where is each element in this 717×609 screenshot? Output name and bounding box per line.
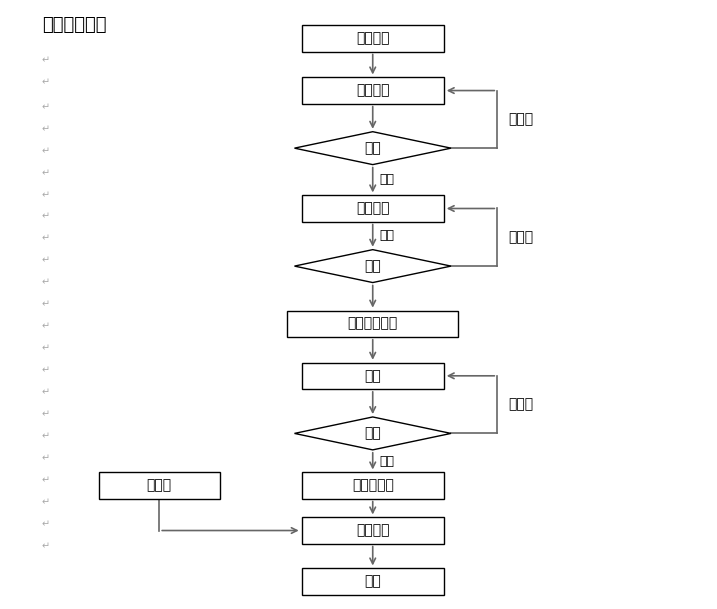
Text: 合格: 合格	[380, 174, 395, 186]
Text: 检查井: 检查井	[147, 479, 172, 493]
Text: 检验: 检验	[364, 141, 381, 155]
Text: ↵: ↵	[42, 168, 50, 178]
Text: 合格: 合格	[380, 229, 395, 242]
Text: 安管: 安管	[364, 369, 381, 383]
Text: 垫层施工: 垫层施工	[356, 202, 389, 216]
Text: ↵: ↵	[42, 124, 50, 134]
Text: ↵: ↵	[42, 190, 50, 200]
Text: 不合格: 不合格	[508, 398, 533, 412]
Text: 合格: 合格	[380, 455, 395, 468]
Text: ↵: ↵	[42, 146, 50, 156]
Text: ↵: ↵	[42, 453, 50, 463]
Text: ↵: ↵	[42, 431, 50, 441]
Text: 检验: 检验	[364, 426, 381, 440]
Text: ↵: ↵	[42, 475, 50, 485]
Bar	[302, 25, 444, 52]
Text: ↵: ↵	[42, 300, 50, 309]
Text: ↵: ↵	[42, 322, 50, 331]
Text: 一、工艺流程: 一、工艺流程	[42, 16, 106, 35]
Bar	[302, 568, 444, 595]
Text: 施工准备: 施工准备	[356, 32, 389, 46]
Polygon shape	[295, 417, 451, 450]
Text: ↵: ↵	[42, 234, 50, 244]
Bar	[302, 518, 444, 544]
Text: 不合格: 不合格	[508, 112, 533, 126]
Text: ↵: ↵	[42, 519, 50, 529]
Text: 护管混凝土: 护管混凝土	[352, 479, 394, 493]
Bar	[99, 473, 220, 499]
Bar	[302, 77, 444, 104]
Text: 回填: 回填	[364, 574, 381, 588]
Text: ↵: ↵	[42, 343, 50, 353]
Text: ↵: ↵	[42, 278, 50, 287]
Text: ↵: ↵	[42, 102, 50, 112]
Polygon shape	[295, 132, 451, 164]
Text: 检验: 检验	[364, 259, 381, 273]
Bar	[302, 362, 444, 389]
Text: ↵: ↵	[42, 365, 50, 375]
Polygon shape	[295, 250, 451, 283]
Text: ↵: ↵	[42, 77, 50, 87]
Text: 沟槽开挖: 沟槽开挖	[356, 83, 389, 97]
Bar	[302, 195, 444, 222]
Text: ↵: ↵	[42, 409, 50, 419]
Text: ↵: ↵	[42, 387, 50, 397]
Text: ↵: ↵	[42, 55, 50, 65]
Text: ↵: ↵	[42, 497, 50, 507]
Text: 不合格: 不合格	[508, 230, 533, 244]
Text: ↵: ↵	[42, 212, 50, 222]
Text: ↵: ↵	[42, 541, 50, 551]
Text: 管道平基施工: 管道平基施工	[348, 317, 398, 331]
Text: ↵: ↵	[42, 256, 50, 266]
Text: 闭水试验: 闭水试验	[356, 524, 389, 538]
Bar	[302, 473, 444, 499]
Bar	[288, 311, 458, 337]
